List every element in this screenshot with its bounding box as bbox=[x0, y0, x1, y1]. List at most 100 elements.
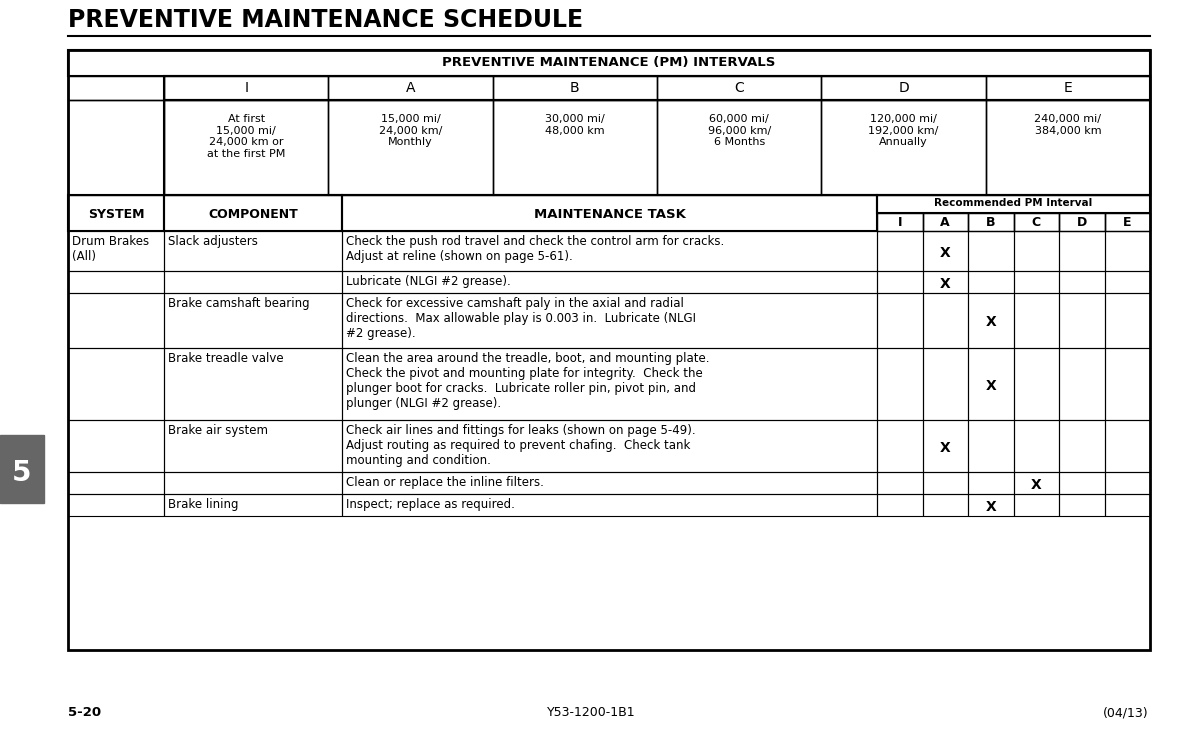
Text: Check the push rod travel and check the control arm for cracks.
Adjust at reline: Check the push rod travel and check the … bbox=[346, 235, 725, 263]
Text: X: X bbox=[986, 500, 996, 514]
Text: X: X bbox=[940, 277, 950, 291]
Bar bbox=[1013, 293, 1059, 348]
Bar bbox=[1059, 271, 1104, 293]
Bar bbox=[1013, 213, 1059, 231]
Bar bbox=[922, 420, 968, 472]
Text: Brake camshaft bearing: Brake camshaft bearing bbox=[168, 297, 310, 310]
Bar bbox=[1059, 231, 1104, 271]
Text: A: A bbox=[941, 216, 950, 229]
Text: COMPONENT: COMPONENT bbox=[208, 208, 298, 221]
Text: 30,000 mi/
48,000 km: 30,000 mi/ 48,000 km bbox=[545, 114, 605, 135]
Bar bbox=[69, 348, 164, 420]
Bar bbox=[329, 76, 493, 100]
Bar bbox=[1104, 271, 1150, 293]
Bar bbox=[69, 50, 1150, 650]
Bar bbox=[493, 76, 657, 100]
Bar bbox=[69, 100, 164, 195]
Text: 120,000 mi/
192,000 km/
Annually: 120,000 mi/ 192,000 km/ Annually bbox=[869, 114, 939, 147]
Bar bbox=[877, 348, 922, 420]
Bar bbox=[1059, 472, 1104, 494]
Text: 5-20: 5-20 bbox=[69, 706, 102, 719]
Bar bbox=[342, 271, 877, 293]
Bar bbox=[1059, 348, 1104, 420]
Bar bbox=[69, 271, 164, 293]
Bar bbox=[877, 271, 922, 293]
Bar bbox=[1013, 231, 1059, 271]
Bar bbox=[69, 420, 164, 472]
Bar bbox=[922, 348, 968, 420]
Bar bbox=[69, 50, 1150, 76]
Text: Slack adjusters: Slack adjusters bbox=[168, 235, 258, 248]
Text: D: D bbox=[1077, 216, 1087, 229]
Text: E: E bbox=[1064, 81, 1072, 95]
Bar bbox=[1104, 494, 1150, 516]
Bar bbox=[968, 213, 1013, 231]
Bar bbox=[986, 100, 1150, 195]
Bar bbox=[1104, 420, 1150, 472]
Bar bbox=[1013, 494, 1059, 516]
Bar bbox=[968, 348, 1013, 420]
Text: Brake lining: Brake lining bbox=[168, 498, 239, 511]
Text: 240,000 mi/
384,000 km: 240,000 mi/ 384,000 km bbox=[1034, 114, 1102, 135]
Text: 15,000 mi/
24,000 km/
Monthly: 15,000 mi/ 24,000 km/ Monthly bbox=[378, 114, 442, 147]
Text: PREVENTIVE MAINTENANCE (PM) INTERVALS: PREVENTIVE MAINTENANCE (PM) INTERVALS bbox=[442, 56, 775, 69]
Bar bbox=[342, 293, 877, 348]
Text: (04/13): (04/13) bbox=[1103, 706, 1148, 719]
Bar bbox=[1059, 420, 1104, 472]
Text: 5: 5 bbox=[12, 459, 32, 487]
Bar bbox=[968, 420, 1013, 472]
Text: Inspect; replace as required.: Inspect; replace as required. bbox=[346, 498, 515, 511]
Bar bbox=[342, 195, 877, 231]
Bar bbox=[657, 76, 821, 100]
Bar bbox=[342, 472, 877, 494]
Bar bbox=[877, 293, 922, 348]
Bar bbox=[493, 100, 657, 195]
Text: C: C bbox=[1032, 216, 1041, 229]
Bar bbox=[1104, 231, 1150, 271]
Bar bbox=[877, 231, 922, 271]
Bar bbox=[164, 100, 329, 195]
Bar bbox=[1104, 293, 1150, 348]
Text: SYSTEM: SYSTEM bbox=[87, 208, 144, 221]
Text: MAINTENANCE TASK: MAINTENANCE TASK bbox=[533, 208, 686, 221]
Bar bbox=[164, 494, 342, 516]
Bar bbox=[1104, 213, 1150, 231]
Text: Brake air system: Brake air system bbox=[168, 424, 268, 437]
Text: Check for excessive camshaft paly in the axial and radial
directions.  Max allow: Check for excessive camshaft paly in the… bbox=[346, 297, 696, 340]
Text: X: X bbox=[986, 315, 996, 329]
Bar bbox=[922, 271, 968, 293]
Bar bbox=[968, 271, 1013, 293]
Bar bbox=[1013, 472, 1059, 494]
Text: B: B bbox=[570, 81, 579, 95]
Bar bbox=[69, 293, 164, 348]
Text: PREVENTIVE MAINTENANCE SCHEDULE: PREVENTIVE MAINTENANCE SCHEDULE bbox=[69, 8, 583, 32]
Bar bbox=[922, 231, 968, 271]
Bar bbox=[968, 472, 1013, 494]
Text: X: X bbox=[1031, 478, 1041, 492]
Bar bbox=[1104, 348, 1150, 420]
Text: A: A bbox=[405, 81, 415, 95]
Bar bbox=[164, 231, 342, 271]
Text: Clean or replace the inline filters.: Clean or replace the inline filters. bbox=[346, 476, 544, 489]
Text: Check air lines and fittings for leaks (shown on page 5-49).
Adjust routing as r: Check air lines and fittings for leaks (… bbox=[346, 424, 696, 467]
Bar bbox=[0, 435, 44, 503]
Text: X: X bbox=[940, 246, 950, 260]
Bar bbox=[164, 348, 342, 420]
Bar bbox=[986, 76, 1150, 100]
Text: C: C bbox=[734, 81, 743, 95]
Bar bbox=[1059, 213, 1104, 231]
Bar bbox=[69, 494, 164, 516]
Bar bbox=[329, 100, 493, 195]
Bar bbox=[821, 100, 986, 195]
Bar bbox=[922, 293, 968, 348]
Bar bbox=[69, 472, 164, 494]
Bar bbox=[968, 293, 1013, 348]
Bar bbox=[1013, 420, 1059, 472]
Bar bbox=[69, 195, 164, 231]
Bar bbox=[164, 271, 342, 293]
Bar bbox=[1013, 348, 1059, 420]
Bar bbox=[877, 494, 922, 516]
Bar bbox=[877, 472, 922, 494]
Bar bbox=[164, 76, 329, 100]
Text: 60,000 mi/
96,000 km/
6 Months: 60,000 mi/ 96,000 km/ 6 Months bbox=[708, 114, 771, 147]
